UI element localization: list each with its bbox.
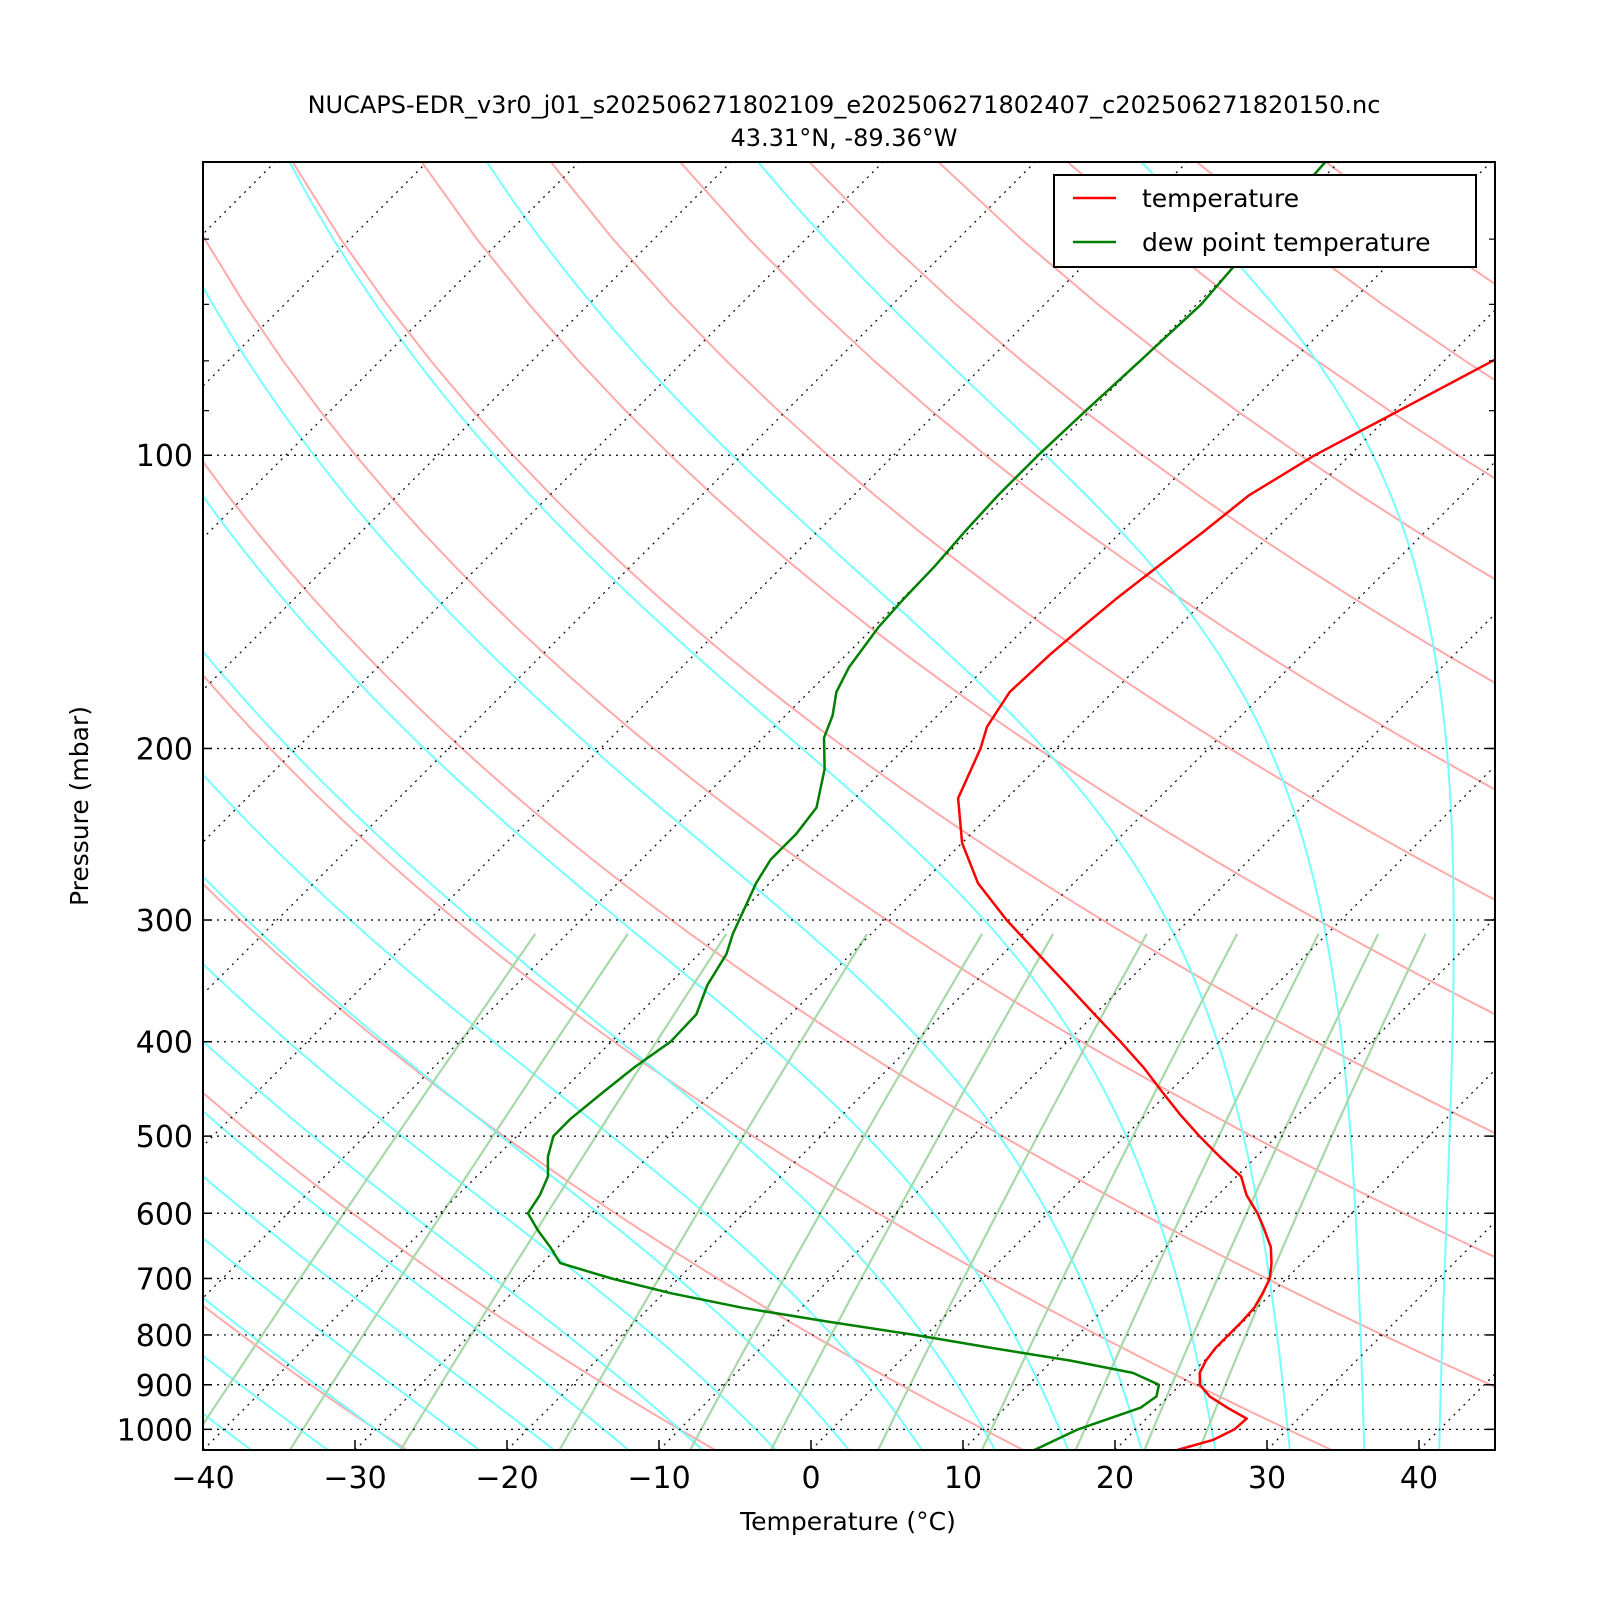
y-tick-label: 100 xyxy=(136,439,193,474)
dry-adiabat-6 xyxy=(291,162,1495,1135)
mixing-ratio-line-0 xyxy=(203,933,537,1427)
dry-adiabat-1 xyxy=(203,1091,716,1450)
legend-dewpoint-label: dew point temperature xyxy=(1142,228,1431,257)
dry-adiabats xyxy=(203,162,1495,1450)
chart-title: NUCAPS-EDR_v3r0_j01_s202506271802109_e20… xyxy=(308,91,1381,119)
moist-adiabat-6 xyxy=(203,1109,630,1450)
dry-adiabat-9 xyxy=(678,162,1495,791)
y-tick-label: 800 xyxy=(136,1319,193,1354)
moist-adiabat-18 xyxy=(1514,68,1600,1450)
dry-adiabat-8 xyxy=(549,162,1495,902)
dry-adiabat-0 xyxy=(203,1304,408,1450)
dry-adiabat-11 xyxy=(937,162,1495,581)
y-tick-label: 300 xyxy=(136,904,193,939)
plot-area xyxy=(0,68,1600,1450)
moist-adiabat-12 xyxy=(203,494,1070,1450)
plot-frame xyxy=(202,161,1496,1451)
mixing-ratio-line-5 xyxy=(770,933,1055,1450)
moist-adiabat-4 xyxy=(203,1236,480,1450)
x-tick-label: −30 xyxy=(323,1461,386,1496)
dry-adiabat-5 xyxy=(203,233,1495,1259)
y-tick-label: 600 xyxy=(136,1197,193,1232)
mixing-ratio-line-7 xyxy=(980,933,1239,1450)
isotherm-16 xyxy=(810,765,1495,1450)
moist-adiabats xyxy=(203,68,1600,1450)
isotherm-10 xyxy=(203,162,1188,1147)
y-axis-label: Pressure (mbar) xyxy=(65,706,94,906)
x-tick-label: 30 xyxy=(1248,1461,1286,1496)
mixing-ratio-line-4 xyxy=(689,933,984,1450)
isotherm-21 xyxy=(1571,162,1600,1450)
mixing-ratio-line-1 xyxy=(288,933,629,1450)
moist-adiabat-15 xyxy=(485,162,1291,1450)
moist-adiabat-8 xyxy=(203,962,777,1450)
x-tick-label: 40 xyxy=(1400,1461,1438,1496)
moist-adiabat-10 xyxy=(203,773,923,1450)
y-tick-label: 400 xyxy=(136,1026,193,1061)
moist-adiabat-5 xyxy=(203,1175,555,1450)
legend: temperature dew point temperature xyxy=(1053,174,1477,268)
mixing-ratio-lines xyxy=(203,933,1427,1450)
moist-adiabat-14 xyxy=(288,162,1217,1450)
isotherm-8 xyxy=(203,162,884,843)
x-tick-label: −10 xyxy=(627,1461,690,1496)
isobar-gridlines xyxy=(203,454,1495,1430)
dry-adiabat-3 xyxy=(203,673,1333,1450)
mixing-ratio-line-8 xyxy=(1074,933,1320,1450)
isotherm-gridlines xyxy=(0,162,1600,1450)
dry-adiabat-7 xyxy=(420,162,1495,1016)
y-tick-label: 900 xyxy=(136,1369,193,1404)
dry-adiabat-4 xyxy=(203,460,1495,1388)
dry-adiabat-10 xyxy=(807,162,1495,684)
x-tick-label: 0 xyxy=(801,1461,820,1496)
mixing-ratio-line-6 xyxy=(877,933,1148,1450)
isotherm-14 xyxy=(506,461,1495,1450)
series-dewpoint-line xyxy=(526,162,1327,1450)
legend-temperature-label: temperature xyxy=(1142,184,1299,213)
isotherm-17 xyxy=(962,917,1495,1450)
x-axis: −40 −30 −20 −10 0 10 20 30 40 xyxy=(171,1440,1438,1496)
x-axis-label: Temperature (°C) xyxy=(739,1507,956,1536)
y-tick-label: 1000 xyxy=(117,1413,193,1448)
isotherm-7 xyxy=(203,162,732,691)
moist-adiabat-16 xyxy=(756,162,1366,1450)
mixing-ratio-line-2 xyxy=(399,933,728,1450)
moist-adiabat-13 xyxy=(203,285,1143,1450)
mixing-ratio-line-9 xyxy=(1143,933,1380,1450)
moist-adiabat-1 xyxy=(203,1412,252,1450)
x-tick-label: 20 xyxy=(1096,1461,1134,1496)
y-tick-label: 500 xyxy=(136,1120,193,1155)
isotherm-13 xyxy=(354,309,1495,1450)
moist-adiabat-11 xyxy=(203,649,996,1450)
legend-box xyxy=(1053,174,1477,268)
y-tick-label: 700 xyxy=(136,1262,193,1297)
isotherm-15 xyxy=(658,613,1495,1450)
isotherm-19 xyxy=(1266,1221,1495,1450)
x-tick-label: −20 xyxy=(475,1461,538,1496)
isotherm-3 xyxy=(0,162,123,1450)
moist-adiabat-2 xyxy=(203,1354,329,1450)
mixing-ratio-line-3 xyxy=(558,933,868,1450)
y-tick-label: 200 xyxy=(136,732,193,767)
chart-subtitle: 43.31°N, -89.36°W xyxy=(730,124,957,152)
y-axis: 100 200 300 400 500 600 700 800 900 1000 xyxy=(117,238,1495,1448)
data-series xyxy=(526,162,1495,1450)
isotherm-11 xyxy=(203,162,1340,1299)
moist-adiabat-3 xyxy=(203,1296,405,1450)
isotherm-12 xyxy=(203,162,1492,1450)
isotherm-9 xyxy=(203,162,1036,995)
moist-adiabat-9 xyxy=(203,875,850,1450)
moist-adiabat-17 xyxy=(1139,162,1455,1450)
moist-adiabat-7 xyxy=(203,1039,704,1450)
series-temperature-line xyxy=(956,357,1495,1450)
mixing-ratio-line-10 xyxy=(1198,933,1427,1450)
x-tick-label: −40 xyxy=(171,1461,234,1496)
x-tick-label: 10 xyxy=(944,1461,982,1496)
dry-adiabat-2 xyxy=(203,882,1024,1450)
